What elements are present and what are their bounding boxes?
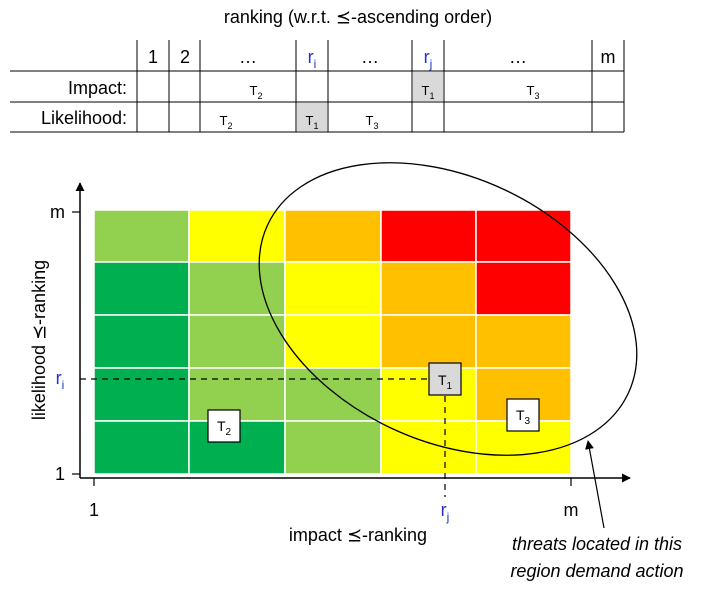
matrix-cell-r3-c4 — [380, 314, 477, 369]
impact-entry-t3: T3 — [527, 83, 540, 101]
column-header-2: 2 — [180, 47, 190, 67]
y-marker-ri: ri — [56, 368, 65, 392]
column-header-1: 1 — [148, 47, 158, 67]
matrix-cell-r4-c1 — [93, 367, 190, 422]
threat-t1-label: T1 — [438, 372, 453, 392]
annotation-line-1: threats located in this — [512, 534, 682, 554]
matrix-cell-r1-c4 — [380, 209, 477, 263]
threat-t3-label: T3 — [516, 407, 531, 427]
matrix-cell-r1-c1 — [93, 209, 190, 263]
threat-t1: T1 — [428, 362, 462, 396]
matrix-axes: m 1 1 m ri rj impact ⪯-ranking likelihoo… — [29, 182, 631, 545]
annotation-line-2: region demand action — [510, 561, 683, 581]
threat-t2: T2 — [207, 409, 241, 443]
ranking-table: 1 2 … ri … rj … m Impact: Likelihood: T2… — [10, 40, 625, 133]
action-region-ellipse — [258, 162, 638, 456]
matrix-cell-r2-c2 — [188, 261, 286, 316]
y-tick-label-1: 1 — [55, 464, 65, 484]
column-header-ellipsis-2: … — [361, 47, 379, 67]
impact-entry-t1-highlight — [413, 72, 443, 101]
row-label-impact: Impact: — [68, 78, 127, 98]
x-axis-title: impact ⪯-ranking — [289, 525, 427, 545]
x-tick-label-m: m — [564, 500, 579, 520]
x-tick-label-1: 1 — [89, 500, 99, 520]
matrix-cell-r2-c4 — [380, 261, 477, 316]
annotation-arrow — [585, 440, 605, 529]
impact-entry-t2: T2 — [250, 83, 263, 101]
matrix-cell-r2-c1 — [93, 261, 190, 316]
matrix-cell-r4-c3 — [284, 367, 382, 422]
column-header-m: m — [601, 47, 616, 67]
matrix-cell-r3-c3 — [284, 314, 382, 369]
x-marker-rj: rj — [441, 500, 450, 524]
likelihood-entry-t3: T3 — [366, 113, 379, 131]
column-header-rj: rj — [424, 47, 433, 71]
matrix-cell-r3-c2 — [188, 314, 286, 369]
row-label-likelihood: Likelihood: — [41, 108, 127, 128]
matrix-cell-r2-c3 — [284, 261, 382, 316]
y-axis-title: likelihood ⪯-ranking — [29, 260, 49, 420]
y-tick-label-m: m — [50, 202, 65, 222]
ranking-table-title: ranking (w.r.t. ⪯-ascending order) — [224, 7, 492, 27]
likelihood-entry-t2: T2 — [220, 113, 233, 131]
column-header-ellipsis-1: … — [239, 47, 257, 67]
matrix-cell-r3-c5 — [475, 314, 572, 369]
column-header-ellipsis-3: … — [509, 47, 527, 67]
matrix-cell-r2-c5 — [475, 261, 572, 316]
matrix-cell-r5-c3 — [284, 420, 382, 475]
matrix-cell-r1-c3 — [284, 209, 382, 263]
matrix-cell-r1-c5 — [475, 209, 572, 263]
matrix-cell-r3-c1 — [93, 314, 190, 369]
matrix-cell-r5-c4 — [380, 420, 477, 475]
column-header-ri: ri — [308, 47, 317, 71]
threat-t3: T3 — [506, 398, 540, 432]
risk-matrix-grid — [93, 209, 572, 475]
matrix-cell-r5-c1 — [93, 420, 190, 475]
impact-entry-t1: T1 — [422, 83, 435, 101]
likelihood-entry-t1: T1 — [306, 113, 319, 131]
threat-t2-label: T2 — [217, 418, 232, 438]
likelihood-entry-t1-highlight — [297, 103, 327, 131]
